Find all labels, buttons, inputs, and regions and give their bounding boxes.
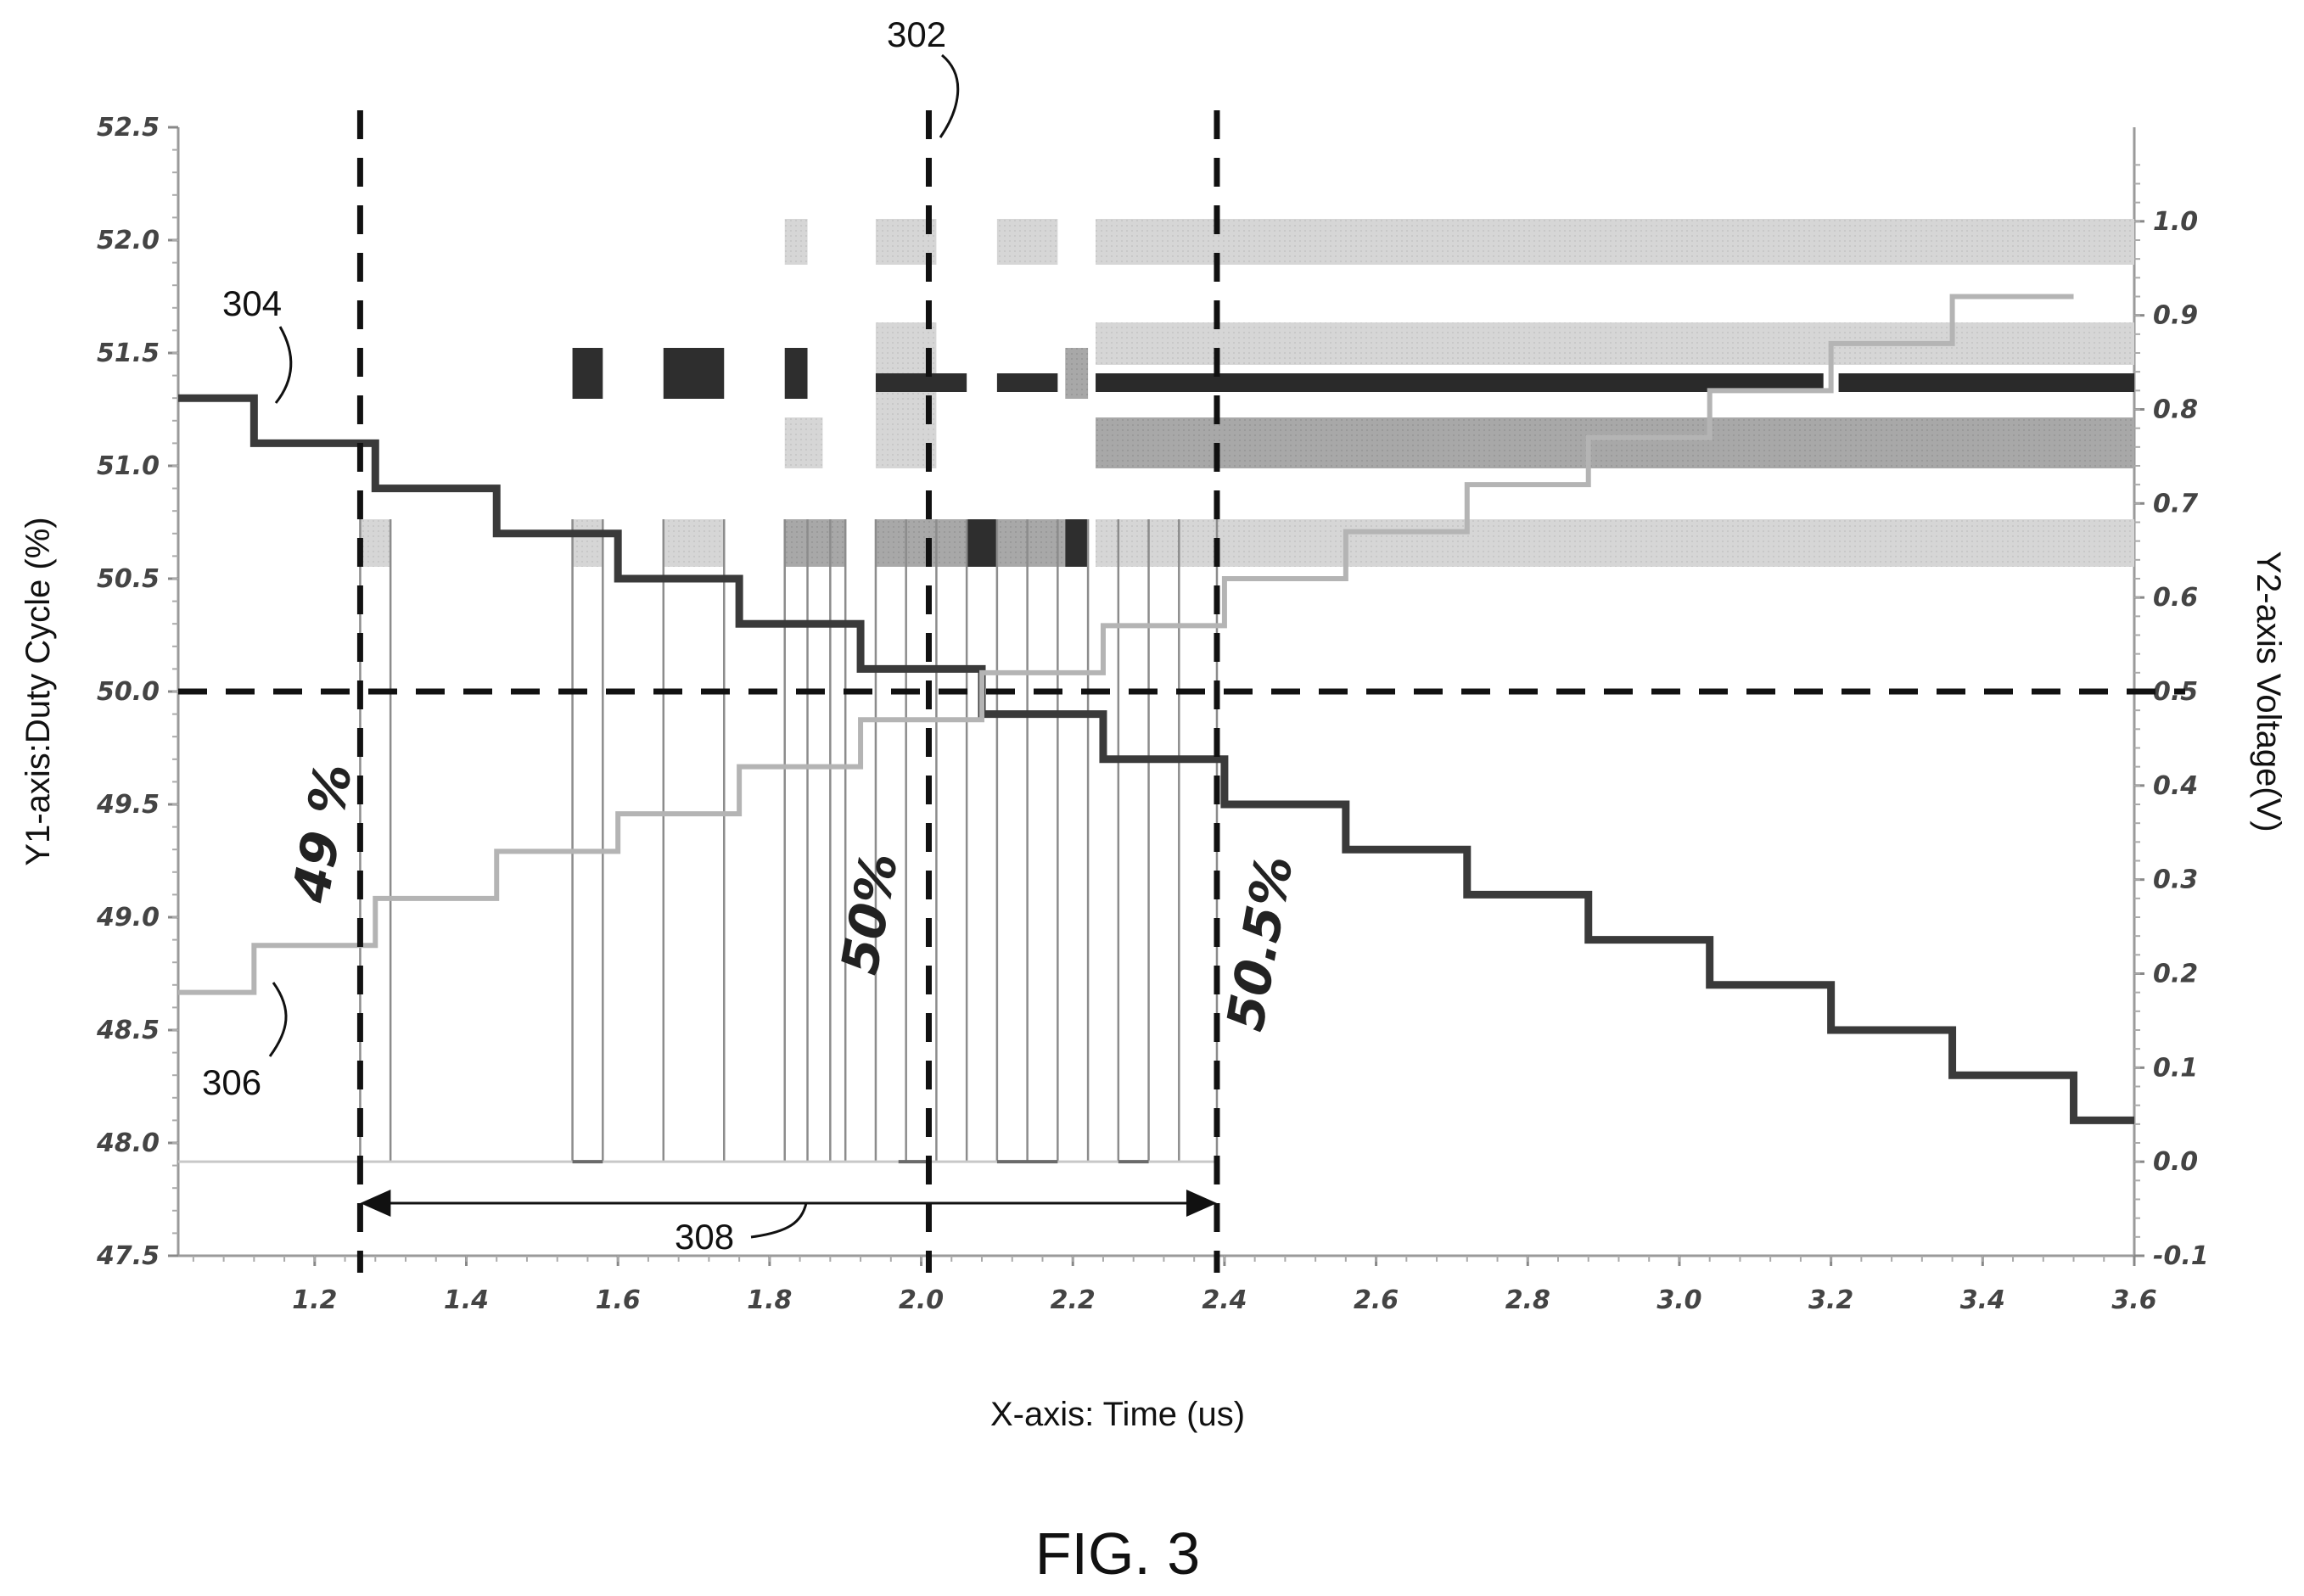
waveform-band-18: [1065, 348, 1089, 399]
y2-tick-label-5: 0.4: [2153, 771, 2198, 801]
y1-tick-label-7: 51.0: [97, 451, 160, 481]
waveform-band-12: [784, 519, 846, 567]
x-tick-label-11: 3.4: [1960, 1285, 2005, 1315]
y1-tick-label-3: 49.0: [96, 903, 160, 932]
y2-tick-label-3: 0.2: [2153, 960, 2198, 989]
waveform-band-6: [996, 219, 1058, 265]
waveform-bands: [360, 219, 2134, 567]
y1-axis-title: Y1-axis:Duty Cycle (%): [20, 517, 57, 865]
waveform-band-20: [663, 348, 725, 399]
waveform-band-11: [663, 519, 725, 567]
x-tick-label-4: 2.0: [899, 1285, 944, 1315]
x-tick-label-6: 2.4: [1202, 1285, 1247, 1315]
y2-tick-label-2: 0.1: [2153, 1053, 2198, 1083]
ref-302-label: 302: [887, 14, 946, 54]
interval-arrow: [360, 1190, 1217, 1217]
y1-tick-label-10: 52.5: [97, 113, 160, 143]
y2-tick-label-10: 0.9: [2153, 301, 2198, 331]
waveform-band-4: [784, 219, 808, 265]
ref-306: 306: [202, 982, 288, 1102]
axis-ticks: 1.2 1.4 1.6 1.8 2.0 2.2 2.4 2.6 2.8 3.0 3.2 3.4 3.6 4…: [96, 113, 2209, 1315]
waveform-band-24: [1096, 373, 1824, 392]
annotation-49-percent: 49 %: [281, 759, 364, 907]
y2-tick-label-1: 0.0: [2153, 1147, 2198, 1177]
x-axis-title: X-axis: Time (us): [990, 1396, 1245, 1433]
waveform-band-17: [1065, 519, 1089, 567]
y1-tick-label-4: 49.5: [96, 790, 160, 820]
ref-304-leader: [274, 326, 293, 404]
interval-arrow-head-right: [1186, 1190, 1217, 1217]
y1-tick-label-6: 50.5: [97, 564, 160, 594]
x-tick-label-7: 2.6: [1354, 1285, 1399, 1315]
waveform-band-15: [967, 519, 997, 567]
reference-lines: [178, 110, 2185, 1273]
ref-306-label: 306: [202, 1062, 261, 1102]
ref-308: 308: [675, 1202, 808, 1257]
ref-308-label: 308: [675, 1217, 734, 1257]
waveform-band-21: [784, 348, 808, 399]
x-tick-label-8: 2.8: [1505, 1285, 1550, 1315]
waveform-band-22: [875, 373, 967, 392]
y2-tick-label-8: 0.7: [2153, 489, 2198, 518]
y1-tick-label-1: 48.0: [96, 1128, 160, 1158]
y1-tick-label-2: 48.5: [96, 1016, 160, 1045]
y2-tick-label-0: -0.1: [2153, 1241, 2209, 1271]
ref-304-label: 304: [222, 283, 282, 323]
ref-308-leader: [750, 1202, 808, 1239]
x-tick-label-9: 3.0: [1657, 1285, 1701, 1315]
x-tick-label-2: 1.6: [596, 1285, 641, 1315]
x-tick-label-0: 1.2: [292, 1285, 337, 1315]
waveform-band-3: [1096, 519, 2134, 567]
ref-304: 304: [222, 283, 293, 404]
waveform-band-1: [1096, 322, 2134, 365]
ref-302: 302: [887, 14, 960, 138]
duty-cycle-series: [178, 394, 2134, 1124]
waveform-band-14: [936, 519, 967, 567]
ref-302-leader: [939, 53, 960, 138]
y1-tick-label-9: 52.0: [97, 226, 160, 255]
annotation-50-percent: 50%: [830, 848, 910, 979]
figure-caption: FIG. 3: [1035, 1520, 1200, 1587]
x-tick-label-5: 2.2: [1051, 1285, 1096, 1315]
waveform-band-19: [572, 348, 603, 399]
x-tick-label-10: 3.2: [1808, 1285, 1853, 1315]
y2-tick-label-9: 0.8: [2153, 395, 2198, 425]
waveform-band-2: [1096, 417, 2134, 468]
y2-axis-title: Y2-axis Voltage(V): [2250, 551, 2287, 832]
waveform-band-9: [360, 519, 391, 567]
x-tick-label-3: 1.8: [747, 1285, 792, 1315]
ref-306-leader: [268, 982, 288, 1057]
annotation-50-5-percent: 50.5%: [1216, 851, 1305, 1035]
waveform-band-23: [996, 373, 1058, 392]
waveform-band-25: [1838, 373, 2134, 392]
y2-tick-label-7: 0.6: [2153, 583, 2198, 613]
waveform-band-10: [572, 519, 603, 567]
waveform-band-7: [784, 417, 823, 468]
y1-tick-label-0: 47.5: [96, 1241, 160, 1271]
voltage-series: [178, 294, 2074, 995]
series-group: [178, 294, 2134, 1124]
waveform-band-16: [996, 519, 1066, 567]
waveform-band-0: [1096, 219, 2134, 265]
x-tick-label-1: 1.4: [444, 1285, 489, 1315]
y2-tick-label-11: 1.0: [2153, 207, 2198, 237]
y1-tick-label-5: 50.0: [97, 677, 160, 707]
y1-tick-label-8: 51.5: [97, 339, 160, 368]
interval-arrow-head-left: [360, 1190, 391, 1217]
x-tick-label-12: 3.6: [2111, 1285, 2156, 1315]
y2-tick-label-4: 0.3: [2153, 865, 2198, 895]
